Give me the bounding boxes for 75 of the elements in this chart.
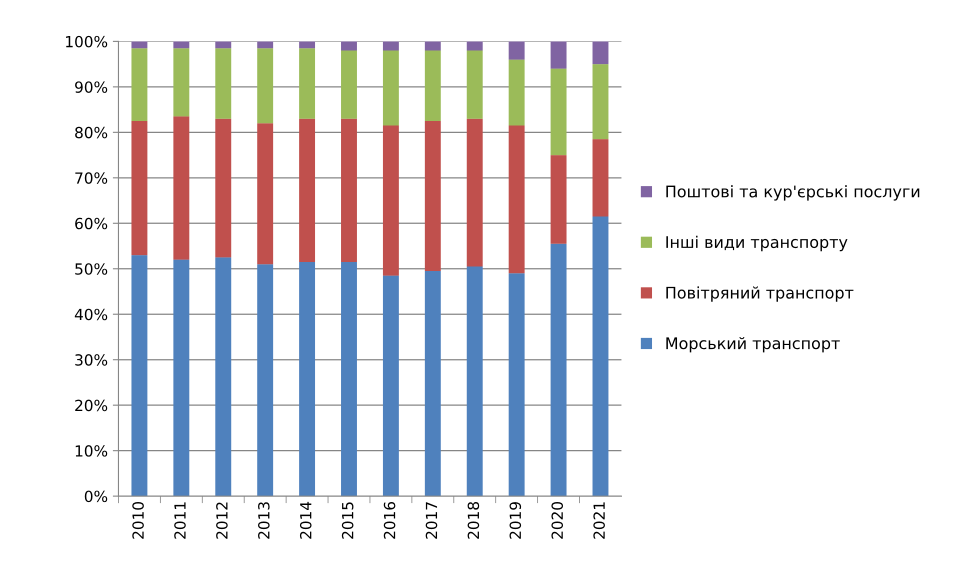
bar bbox=[215, 41, 232, 48]
bar bbox=[508, 273, 525, 496]
bar bbox=[299, 41, 316, 48]
bar bbox=[382, 276, 399, 496]
x-tick-label: 2010 bbox=[132, 502, 144, 539]
legend-label: Поштові та кур'єрські послуги bbox=[666, 185, 920, 201]
bar bbox=[299, 118, 316, 262]
y-tick-label: 60% bbox=[75, 218, 108, 230]
bar bbox=[592, 64, 608, 140]
bar bbox=[382, 50, 399, 126]
bar bbox=[424, 50, 441, 121]
legend-label: Морський транспорт bbox=[666, 337, 840, 352]
y-tick-label: 0% bbox=[84, 490, 108, 502]
bar bbox=[592, 139, 608, 216]
y-tick-label: 90% bbox=[75, 81, 108, 93]
x-tick-label: 2014 bbox=[300, 502, 312, 539]
bar bbox=[257, 48, 274, 124]
bar bbox=[508, 60, 525, 126]
bar bbox=[466, 118, 483, 266]
bar bbox=[466, 266, 483, 496]
bar bbox=[424, 41, 441, 50]
bar bbox=[341, 41, 357, 50]
bar bbox=[508, 41, 525, 60]
bar bbox=[592, 41, 608, 64]
x-tick-label: 2013 bbox=[258, 502, 270, 539]
bar bbox=[257, 264, 274, 496]
bar bbox=[424, 120, 441, 272]
bar bbox=[131, 48, 148, 121]
bar bbox=[173, 48, 190, 116]
bar bbox=[257, 41, 274, 48]
bar bbox=[131, 41, 148, 48]
bar bbox=[299, 48, 316, 119]
x-tick-label: 2019 bbox=[510, 502, 522, 539]
y-tick-label: 50% bbox=[75, 263, 108, 275]
bar bbox=[173, 41, 190, 48]
bar bbox=[550, 68, 567, 156]
bar bbox=[382, 126, 399, 276]
bar bbox=[550, 244, 567, 496]
bar bbox=[466, 41, 483, 50]
x-tick-label: 2012 bbox=[216, 502, 228, 539]
bar bbox=[173, 260, 190, 496]
legend-label: Повітряний транспорт bbox=[666, 286, 854, 302]
y-tick-label: 70% bbox=[75, 172, 108, 184]
y-tick-label: 10% bbox=[76, 445, 108, 457]
bar bbox=[173, 116, 190, 260]
bar bbox=[215, 48, 232, 119]
y-tick-label: 80% bbox=[75, 126, 108, 138]
bar bbox=[215, 118, 232, 258]
bar bbox=[299, 262, 316, 496]
bar bbox=[592, 216, 608, 496]
y-tick-label: 40% bbox=[74, 308, 108, 320]
y-tick-label: 100% bbox=[66, 36, 108, 48]
legend-label: Інші види транспорту bbox=[666, 236, 848, 252]
x-tick-label: 2020 bbox=[551, 502, 563, 539]
y-tick-label: 30% bbox=[75, 354, 108, 366]
bar bbox=[382, 41, 399, 50]
bar bbox=[550, 155, 567, 244]
x-tick-label: 2021 bbox=[593, 502, 605, 539]
bar bbox=[131, 120, 148, 256]
x-tick-label: 2011 bbox=[174, 502, 186, 539]
bar bbox=[131, 255, 148, 496]
y-tick-label: 20% bbox=[75, 400, 108, 412]
x-tick-label: 2015 bbox=[342, 502, 354, 539]
bar bbox=[215, 257, 232, 496]
bar bbox=[508, 126, 525, 274]
bar bbox=[341, 118, 357, 262]
bar bbox=[341, 50, 357, 119]
x-tick-label: 2018 bbox=[468, 502, 480, 539]
x-tick-label: 2017 bbox=[426, 502, 438, 539]
x-tick-label: 2016 bbox=[384, 502, 396, 539]
bar bbox=[424, 271, 441, 496]
bar bbox=[466, 50, 483, 119]
bar bbox=[257, 123, 274, 264]
bar bbox=[341, 262, 357, 496]
bar bbox=[550, 41, 567, 69]
